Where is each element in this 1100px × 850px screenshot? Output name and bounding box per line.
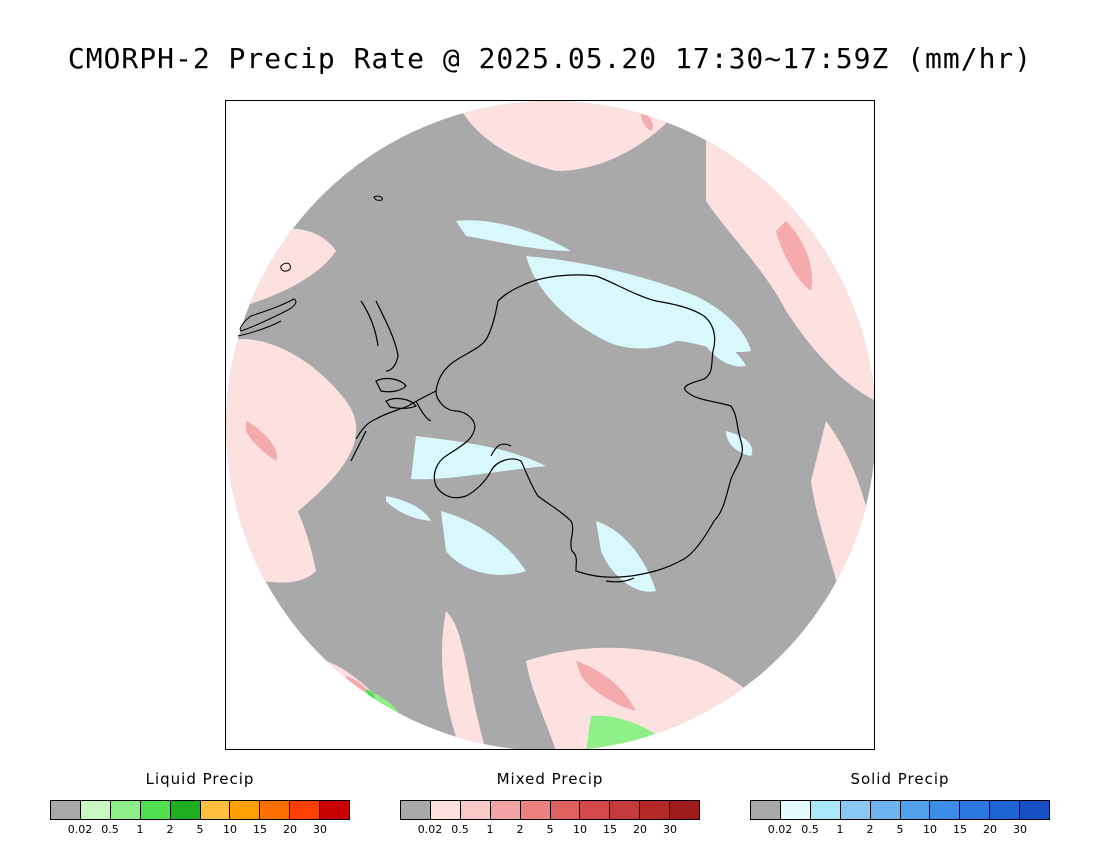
colorbar [50,800,350,820]
colorbar-swatch [290,801,321,819]
colorbar-ticks: 0.02 0.5 1 2 5 10 15 20 30 [750,820,1050,836]
colorbar-swatch [670,801,700,819]
tick-label: 0.02 [417,823,443,836]
colorbar-swatch [520,801,551,819]
colorbar-swatch [751,801,781,819]
tick-label: 5 [896,823,904,836]
colorbar-swatch [460,801,491,819]
colorbar-swatch [840,801,871,819]
tick-label: 1 [836,823,844,836]
tick-label: 0.02 [767,823,793,836]
liquid-precip-moderate-areas [366,689,375,699]
tick-label: 20 [283,823,297,836]
tick-label: 2 [516,823,524,836]
tick-label: 2 [866,823,874,836]
colorbar-swatch [610,801,641,819]
tick-label: 30 [1013,823,1027,836]
tick-label: 20 [633,823,647,836]
map-panel [225,100,875,750]
colorbar-swatch [870,801,901,819]
south-america-coastline [237,195,383,337]
tick-label: 1 [136,823,144,836]
colorbar-swatch [900,801,931,819]
colorbar-swatch [810,801,841,819]
colorbar-swatch [930,801,961,819]
colorbar-swatch [200,801,231,819]
tick-label: 2 [166,823,174,836]
tick-label: 0.5 [101,823,119,836]
tick-label: 10 [573,823,587,836]
legend-title: Mixed Precip [496,770,604,788]
colorbar [750,800,1050,820]
legend-mixed-precip: Mixed Precip 0.02 0.5 1 2 5 10 15 20 30 [400,770,700,836]
colorbar-swatch [110,801,141,819]
tick-label: 20 [983,823,997,836]
colorbar-swatch [580,801,611,819]
legend-solid-precip: Solid Precip 0.02 0.5 1 2 5 10 15 20 30 [750,770,1050,836]
colorbar-swatch [260,801,291,819]
precip-field [226,101,874,749]
colorbar-swatch [401,801,431,819]
polar-precip-map [226,101,874,749]
map-title: CMORPH-2 Precip Rate @ 2025.05.20 17:30~… [67,42,1033,75]
colorbar-swatch [170,801,201,819]
tick-label: 1 [486,823,494,836]
colorbar-swatch [51,801,81,819]
colorbar-swatch [230,801,261,819]
tick-label: 30 [663,823,677,836]
tick-label: 0.5 [451,823,469,836]
tick-label: 10 [923,823,937,836]
tick-label: 15 [253,823,267,836]
solid-precip-light-areas [386,220,753,592]
colorbar-swatch [1020,801,1050,819]
colorbar [400,800,700,820]
legend-title: Liquid Precip [145,770,255,788]
tick-label: 0.02 [67,823,93,836]
colorbar-swatch [640,801,671,819]
colorbar-swatch [780,801,811,819]
tick-label: 10 [223,823,237,836]
tick-label: 0.5 [801,823,819,836]
colorbar-swatch [990,801,1021,819]
tick-label: 30 [313,823,327,836]
colorbar-swatch [80,801,111,819]
legend-liquid-precip: Liquid Precip 0.02 0.5 1 2 5 10 15 20 30 [50,770,350,836]
tick-label: 15 [603,823,617,836]
colorbar-ticks: 0.02 0.5 1 2 5 10 15 20 30 [400,820,700,836]
tick-label: 5 [546,823,554,836]
colorbar-swatch [490,801,521,819]
colorbar-swatch [960,801,991,819]
colorbar-swatch [430,801,461,819]
colorbar-swatch [320,801,350,819]
colorbar-swatch [140,801,171,819]
colorbar-swatch [550,801,581,819]
antarctica-coastline [350,274,743,583]
colorbar-ticks: 0.02 0.5 1 2 5 10 15 20 30 [50,820,350,836]
tick-label: 5 [196,823,204,836]
legend-title: Solid Precip [850,770,950,788]
tick-label: 15 [953,823,967,836]
